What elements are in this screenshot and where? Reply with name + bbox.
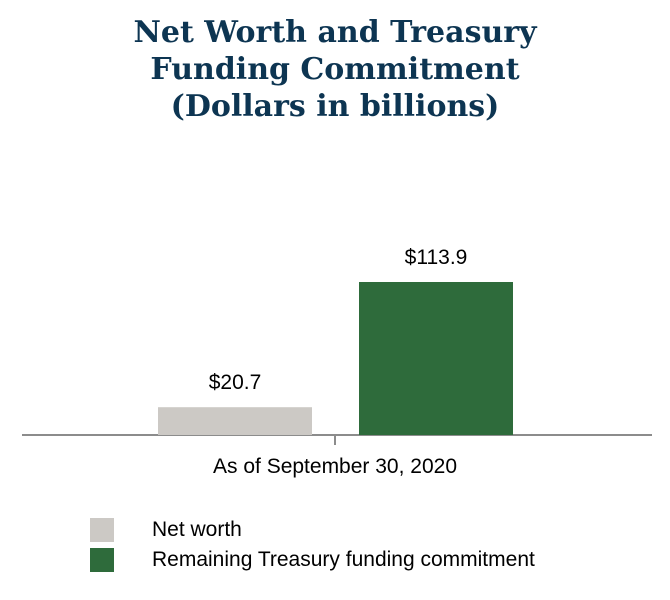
chart-title-line-1: Net Worth and Treasury	[133, 15, 537, 50]
legend-item-net-worth: Net worth	[90, 515, 535, 545]
bar-treasury-commitment	[359, 282, 513, 435]
legend-swatch-treasury-commitment	[90, 548, 114, 572]
bar-net-worth	[158, 407, 312, 435]
chart-title-line-3: (Dollars in billions)	[170, 89, 500, 124]
bar-chart: $20.7 $113.9 As of September 30, 2020	[22, 246, 652, 478]
x-tick-label: As of September 30, 2020	[213, 455, 457, 478]
legend: Net worth Remaining Treasury funding com…	[90, 515, 535, 575]
legend-item-treasury-commitment: Remaining Treasury funding commitment	[90, 545, 535, 575]
legend-swatch-net-worth	[90, 518, 114, 542]
legend-label-treasury-commitment: Remaining Treasury funding commitment	[152, 548, 535, 571]
legend-label-net-worth: Net worth	[152, 518, 242, 541]
data-label-net-worth: $20.7	[209, 371, 262, 394]
chart-title-line-2: Funding Commitment	[150, 52, 520, 87]
chart-title: Net Worth and Treasury Funding Commitmen…	[0, 14, 670, 125]
bars-group: $20.7 $113.9	[158, 246, 513, 435]
data-label-treasury-commitment: $113.9	[405, 246, 468, 269]
